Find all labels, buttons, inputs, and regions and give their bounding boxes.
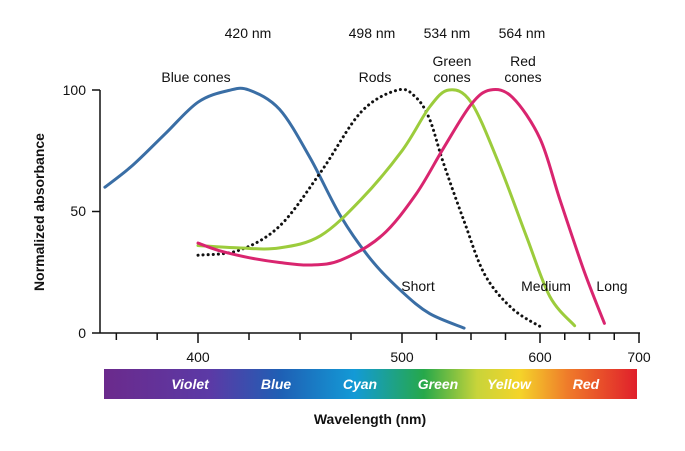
peak-label-green: 534 nm — [424, 25, 471, 41]
curve-label-medium: Medium — [521, 278, 571, 294]
spectrum-bar — [104, 369, 637, 399]
series-line-blue-cones — [103, 86, 466, 330]
curve-label-short: Short — [401, 278, 435, 294]
curve-label-green-line2: cones — [433, 69, 470, 85]
series-layer — [103, 86, 606, 330]
y-axis-title: Normalized absorbance — [31, 133, 47, 291]
x-tick-label-400: 400 — [186, 349, 210, 365]
curve-label-green-line1: Green — [433, 53, 472, 69]
curve-label-red-line1: Red — [510, 53, 536, 69]
y-tick-label-50: 50 — [70, 203, 86, 219]
curve-label-blue-cones: Blue cones — [161, 69, 230, 85]
x-minor-ticks — [115, 333, 640, 343]
y-tick-label-0: 0 — [78, 325, 86, 341]
curve-label-long: Long — [596, 278, 627, 294]
y-tick-label-100: 100 — [63, 82, 87, 98]
series-line-green-cones — [196, 88, 577, 328]
spectrum-label-violet: Violet — [171, 376, 210, 392]
peak-label-red: 564 nm — [499, 25, 546, 41]
spectrum-label-red: Red — [573, 376, 600, 392]
x-tick-label-500: 500 — [390, 349, 414, 365]
spectrum-label-cyan: Cyan — [343, 376, 377, 392]
peak-label-rods: 498 nm — [349, 25, 396, 41]
spectrum-label-blue: Blue — [261, 376, 292, 392]
x-tick-label-600: 600 — [528, 349, 552, 365]
curve-label-red-line2: cones — [504, 69, 541, 85]
x-axis-title: Wavelength (nm) — [314, 411, 426, 427]
x-tick-label-700: 700 — [627, 349, 651, 365]
spectrum-label-green: Green — [418, 376, 458, 392]
peak-label-blue: 420 nm — [225, 25, 272, 41]
curve-label-rods: Rods — [359, 69, 392, 85]
series-line-red-cones — [196, 87, 606, 325]
spectrum-label-yellow: Yellow — [487, 376, 532, 392]
series-line-rods — [196, 87, 545, 330]
